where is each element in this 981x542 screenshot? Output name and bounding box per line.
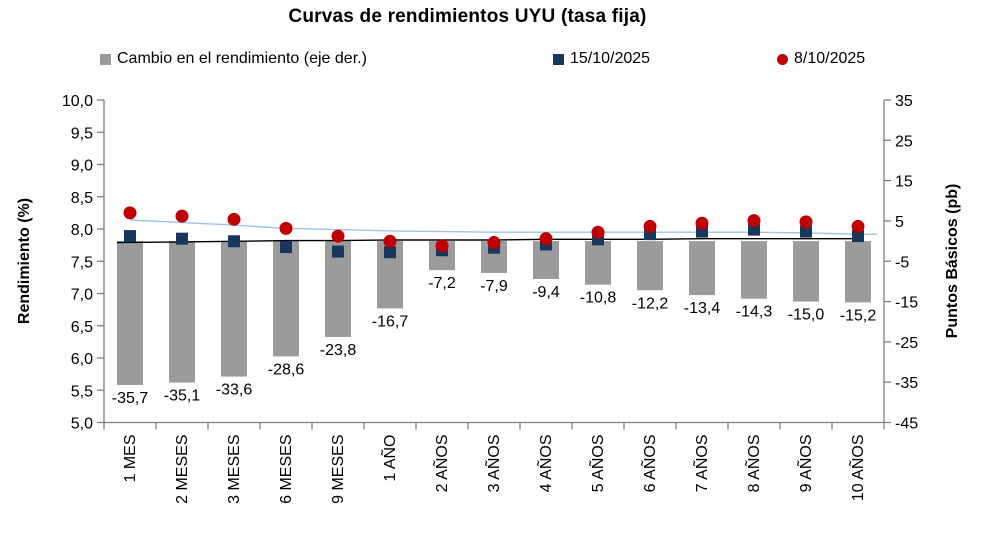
bar-cambio-rendimiento xyxy=(273,241,299,357)
right-axis-tick-label: 15 xyxy=(895,174,913,191)
marker-circle-8-10 xyxy=(851,219,865,233)
marker-circle-8-10 xyxy=(643,219,657,233)
marker-circle-8-10 xyxy=(591,225,605,239)
bar-data-label: -10,8 xyxy=(580,290,617,307)
marker-circle-8-10 xyxy=(695,216,709,230)
legend-item-cambio: Cambio en el rendimiento (eje der.) xyxy=(100,50,367,68)
left-axis-tick-label: 6,0 xyxy=(71,351,93,368)
bar-data-label: -7,9 xyxy=(480,278,508,295)
x-axis-category-label: 6 MESES xyxy=(278,435,295,504)
left-axis-tick-label: 9,0 xyxy=(71,158,93,175)
x-axis-category-label: 1 MES xyxy=(122,435,139,483)
x-axis-category-label: 2 MESES xyxy=(174,435,191,504)
bar-data-label: -35,7 xyxy=(112,390,149,407)
bar-data-label: -14,3 xyxy=(736,304,773,321)
left-axis-tick-label: 5,5 xyxy=(71,383,93,400)
bar-cambio-rendimiento xyxy=(117,241,143,386)
marker-square-15-10 xyxy=(332,245,344,258)
bar-data-label: -15,0 xyxy=(788,307,825,324)
right-axis-tick-label: 35 xyxy=(895,93,913,110)
navy-square-icon xyxy=(553,53,564,65)
x-axis-category-label: 10 AÑOS xyxy=(847,435,867,502)
bar-data-label: -23,8 xyxy=(320,342,357,359)
right-axis-tick-label: -5 xyxy=(895,254,909,271)
x-axis-category-label: 5 AÑOS xyxy=(587,435,607,493)
x-axis-category-label: 6 AÑOS xyxy=(639,435,659,493)
bar-data-label: -33,6 xyxy=(216,382,253,399)
right-axis-tick-label: 25 xyxy=(895,133,913,150)
bar-data-label: -12,2 xyxy=(632,295,669,312)
bar-data-label: -28,6 xyxy=(268,361,305,378)
marker-circle-8-10 xyxy=(799,215,813,229)
legend-label: Cambio en el rendimiento (eje der.) xyxy=(117,50,367,67)
bar-cambio-rendimiento xyxy=(741,241,767,299)
marker-circle-8-10 xyxy=(435,239,449,253)
chart-title: Curvas de rendimientos UYU (tasa fija) xyxy=(288,6,647,27)
gray-square-icon xyxy=(100,53,111,65)
curve-line-8-10 xyxy=(129,219,877,235)
bar-cambio-rendimiento xyxy=(169,241,195,383)
bar-cambio-rendimiento xyxy=(585,241,611,285)
marker-circle-8-10 xyxy=(383,234,397,248)
curve-line-15-10 xyxy=(116,237,864,244)
legend-label: 15/10/2025 xyxy=(570,50,651,67)
marker-circle-8-10 xyxy=(747,214,761,228)
right-axis-tick-label: -25 xyxy=(895,335,918,352)
x-axis-category-label: 8 AÑOS xyxy=(743,435,763,493)
bar-data-label: -35,1 xyxy=(164,388,201,405)
legend-item-15-10-2025: 15/10/2025 xyxy=(553,50,650,68)
bar-cambio-rendimiento xyxy=(221,241,247,377)
legend-label: 8/10/2025 xyxy=(794,50,866,67)
marker-square-15-10 xyxy=(176,232,188,245)
x-axis-category-label: 2 AÑOS xyxy=(431,435,451,493)
right-axis-tick-label: 5 xyxy=(895,214,904,231)
legend-item-8-10-2025: 8/10/2025 xyxy=(777,50,865,68)
red-dot-icon xyxy=(777,53,788,65)
right-axis-tick-label: -35 xyxy=(895,375,918,392)
marker-square-15-10 xyxy=(800,225,812,238)
left-axis-tick-label: 6,5 xyxy=(71,319,93,336)
bar-data-label: -9,4 xyxy=(532,284,560,301)
bar-cambio-rendimiento xyxy=(689,241,715,296)
marker-circle-8-10 xyxy=(175,209,189,223)
right-axis-tick-label: -15 xyxy=(895,295,918,312)
bar-cambio-rendimiento xyxy=(637,241,663,291)
left-axis-tick-label: 10,0 xyxy=(62,93,93,110)
marker-square-15-10 xyxy=(748,223,760,236)
marker-circle-8-10 xyxy=(123,206,137,220)
marker-square-15-10 xyxy=(852,230,864,243)
left-axis-tick-label: 8,0 xyxy=(71,222,93,239)
x-axis-category-label: 9 AÑOS xyxy=(795,435,815,493)
marker-square-15-10 xyxy=(124,230,136,243)
x-axis-category-label: 7 AÑOS xyxy=(691,435,711,493)
x-axis-category-label: 3 AÑOS xyxy=(483,435,503,493)
marker-square-15-10 xyxy=(384,246,396,259)
x-axis-category-label: 1 AÑO xyxy=(379,435,399,482)
left-axis-tick-label: 7,5 xyxy=(71,254,93,271)
bar-cambio-rendimiento xyxy=(793,241,819,302)
marker-circle-8-10 xyxy=(331,229,345,243)
marker-circle-8-10 xyxy=(539,232,553,246)
right-axis-tick-label: -45 xyxy=(895,416,918,433)
x-axis-category-label: 9 MESES xyxy=(330,435,347,504)
x-axis-category-label: 3 MESES xyxy=(226,435,243,504)
marker-square-15-10 xyxy=(228,235,240,248)
marker-circle-8-10 xyxy=(227,212,241,226)
bar-data-label: -7,2 xyxy=(428,275,456,292)
bar-data-label: -16,7 xyxy=(372,313,409,330)
x-axis-category-label: 4 AÑOS xyxy=(535,435,555,493)
marker-circle-8-10 xyxy=(487,236,501,250)
bar-data-label: -13,4 xyxy=(684,300,721,317)
left-axis-tick-label: 5,0 xyxy=(71,416,93,433)
left-axis-tick-label: 9,5 xyxy=(71,125,93,142)
marker-square-15-10 xyxy=(280,241,292,254)
bar-data-label: -15,2 xyxy=(840,307,877,324)
bar-cambio-rendimiento xyxy=(845,241,871,303)
left-axis-tick-label: 7,0 xyxy=(71,287,93,304)
marker-circle-8-10 xyxy=(279,221,293,235)
left-axis-tick-label: 8,5 xyxy=(71,190,93,207)
